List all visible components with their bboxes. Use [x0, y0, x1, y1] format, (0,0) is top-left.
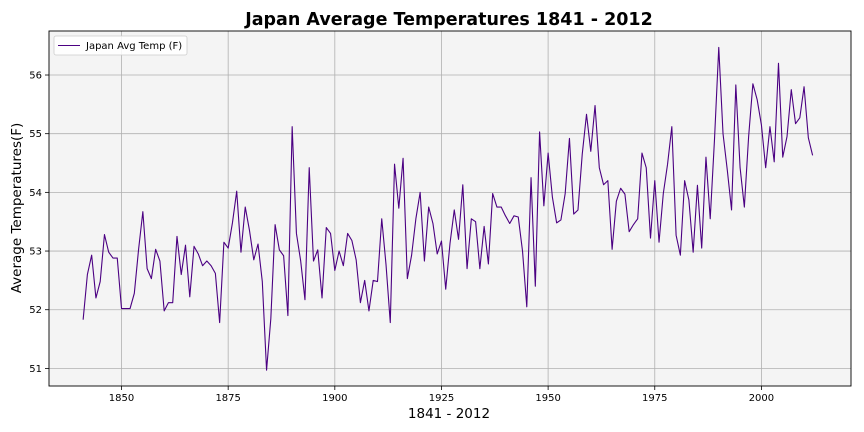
y-axis-ticks: 51 52 53 54 55 56 [29, 71, 49, 375]
x-axis-label: 1841 - 2012 [408, 406, 490, 422]
x-tick-label: 1975 [642, 393, 667, 404]
x-tick-label: 1925 [429, 393, 454, 404]
chart-title: Japan Average Temperatures 1841 - 2012 [244, 10, 653, 30]
x-tick-label: 2000 [749, 393, 774, 404]
plot-frame [48, 30, 852, 387]
x-tick-label: 1875 [215, 393, 240, 404]
y-tick-label: 54 [29, 188, 42, 199]
legend-box [53, 35, 188, 56]
y-tick-label: 52 [29, 305, 42, 316]
legend: Japan Avg Temp (F) [53, 35, 188, 56]
x-tick-label: 1900 [322, 393, 347, 404]
y-tick-label: 56 [29, 71, 42, 82]
x-tick-label: 1950 [535, 393, 560, 404]
legend-label: Japan Avg Temp (F) [85, 41, 182, 52]
y-tick-label: 55 [29, 129, 42, 140]
x-axis-ticks: 1850 1875 1900 1925 1950 1975 2000 [109, 386, 774, 404]
y-axis-label: Average Temperatures(F) [9, 123, 25, 294]
y-tick-label: 53 [29, 247, 42, 258]
x-tick-label: 1850 [109, 393, 134, 404]
series-line-japan-avg-temp [82, 46, 814, 371]
plot-area [49, 31, 851, 386]
y-tick-label: 51 [29, 364, 42, 375]
